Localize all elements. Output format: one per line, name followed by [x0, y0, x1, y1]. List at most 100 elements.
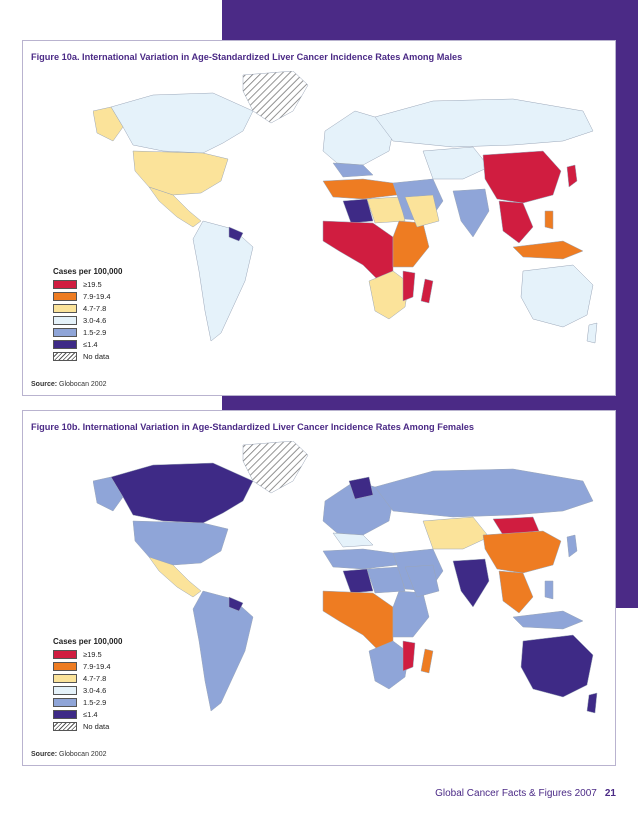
map-region-japan — [566, 164, 578, 188]
legend-label: ≥19.5 — [83, 649, 102, 659]
map-region-mexico — [148, 186, 202, 228]
map-region-west-africa — [322, 590, 394, 652]
map-region-japan — [566, 534, 578, 558]
source-label: Source: — [31, 381, 58, 388]
map-region-west-africa — [322, 220, 394, 282]
source-text: Globocan 2002 — [57, 751, 107, 758]
legend-swatch — [53, 327, 77, 337]
legend-label: 7.9-19.4 — [83, 661, 111, 671]
legend-item: 3.0-4.6 — [53, 314, 122, 326]
map-region-guianas — [228, 596, 244, 612]
map-region-alaska — [93, 106, 124, 142]
legend-label: 7.9-19.4 — [83, 291, 111, 301]
map-region-canada — [110, 462, 254, 524]
source-text: Globocan 2002 — [57, 381, 107, 388]
legend-item: No data — [53, 350, 122, 362]
legend-label: ≥19.5 — [83, 279, 102, 289]
map-region-east-africa — [392, 220, 430, 268]
map-region-scandinavia — [348, 476, 374, 500]
legend-item: ≤1.4 — [53, 708, 122, 720]
world-map-females — [93, 441, 598, 714]
map-region-mexico — [148, 556, 202, 598]
map-region-greenland — [242, 71, 309, 124]
legend-label: 4.7-7.8 — [83, 303, 107, 313]
map-region-new-zealand — [586, 692, 598, 714]
map-region-new-zealand — [586, 322, 598, 344]
map-region-usa — [132, 520, 229, 566]
map-region-arabia — [404, 564, 440, 598]
map-region-central-asia — [422, 146, 490, 180]
map-region-india — [452, 558, 490, 608]
map-region-southern-africa — [368, 640, 410, 690]
map-region-usa — [132, 150, 229, 196]
legend-swatch — [53, 291, 77, 301]
map-region-north-africa-dark — [342, 198, 374, 224]
world-map-males — [93, 71, 598, 344]
legend-label: No data — [83, 351, 110, 361]
map-region-north-africa-orange — [322, 548, 398, 570]
figure-title: Figure 10a. International Variation in A… — [31, 52, 463, 62]
map-region-mongolia — [492, 516, 540, 536]
map-region-arabia — [404, 194, 440, 228]
legend-swatch — [53, 685, 77, 695]
legend-swatch — [53, 351, 77, 361]
legend-swatch — [53, 649, 77, 659]
legend-swatch — [53, 709, 77, 719]
map-region-southern-europe — [332, 162, 374, 178]
legend-swatch — [53, 303, 77, 313]
legend-label: 3.0-4.6 — [83, 315, 107, 325]
legend: Cases per 100,000 ≥19.5 7.9-19.4 4.7-7.8… — [53, 637, 122, 732]
map-region-madagascar — [420, 648, 434, 674]
map-region-russia — [374, 468, 594, 518]
map-region-south-america — [192, 220, 254, 342]
map-region-india — [452, 188, 490, 238]
legend-swatch — [53, 661, 77, 671]
legend: Cases per 100,000 ≥19.5 7.9-19.4 4.7-7.8… — [53, 267, 122, 362]
legend-swatch — [53, 315, 77, 325]
map-region-north-africa-dark — [342, 568, 374, 594]
legend-label: 4.7-7.8 — [83, 673, 107, 683]
figure-title: Figure 10b. International Variation in A… — [31, 422, 474, 432]
legend-item: 7.9-19.4 — [53, 290, 122, 302]
legend-swatch — [53, 339, 77, 349]
legend-item: 1.5-2.9 — [53, 696, 122, 708]
legend-item: ≥19.5 — [53, 648, 122, 660]
map-region-east-africa — [392, 590, 430, 638]
legend-item: 1.5-2.9 — [53, 326, 122, 338]
legend-title: Cases per 100,000 — [53, 637, 123, 646]
map-region-sahara-yellow — [366, 196, 406, 224]
source-label: Source: — [31, 751, 58, 758]
legend-label: 3.0-4.6 — [83, 685, 107, 695]
legend-label: ≤1.4 — [83, 709, 98, 719]
map-region-southern-africa — [368, 270, 410, 320]
figure-10b-panel: Figure 10b. International Variation in A… — [22, 410, 616, 766]
legend-swatch — [53, 279, 77, 289]
map-region-north-africa-orange — [322, 178, 398, 200]
map-region-russia — [374, 98, 594, 148]
legend-item: ≤1.4 — [53, 338, 122, 350]
legend-item: 4.7-7.8 — [53, 302, 122, 314]
map-region-china — [482, 150, 562, 204]
map-region-mozambique — [402, 270, 416, 302]
map-region-guianas — [228, 226, 244, 242]
map-region-madagascar — [420, 278, 434, 304]
page-number: 21 — [604, 788, 616, 799]
map-region-mozambique — [402, 640, 416, 672]
map-region-sahara-yellow — [366, 566, 406, 594]
map-region-philippines — [544, 580, 554, 600]
map-region-southeast-asia — [498, 570, 534, 614]
map-region-canada — [110, 92, 254, 154]
legend-label: ≤1.4 — [83, 339, 98, 349]
legend-swatch — [53, 697, 77, 707]
map-region-philippines — [544, 210, 554, 230]
legend-label: 1.5-2.9 — [83, 697, 107, 707]
legend-item: No data — [53, 720, 122, 732]
legend-label: 1.5-2.9 — [83, 327, 107, 337]
page-footer: Global Cancer Facts & Figures 2007 21 — [435, 788, 616, 799]
figure-10a-panel: Figure 10a. International Variation in A… — [22, 40, 616, 396]
map-region-central-asia — [422, 516, 490, 550]
map-region-greenland — [242, 441, 309, 494]
legend-item: 3.0-4.6 — [53, 684, 122, 696]
map-region-china — [482, 530, 562, 574]
map-region-alaska — [93, 476, 124, 512]
